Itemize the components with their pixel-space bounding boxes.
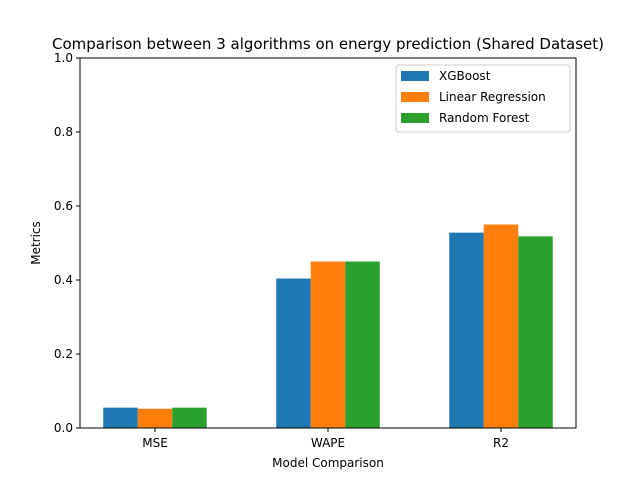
bar-mse-random-forest	[172, 407, 207, 428]
plot-area: 0.0 0.2 0.4 0.6 0.8 1.0 MSE WAPE R2	[54, 51, 577, 450]
legend-label-linear-regression: Linear Regression	[439, 90, 546, 104]
x-tick-label-wape: WAPE	[311, 436, 345, 450]
bar-wape-linear-regression	[310, 261, 346, 428]
y-tick-label: 0.8	[54, 125, 73, 139]
bar-r2-xgboost	[449, 232, 484, 428]
legend-swatch-xgboost	[401, 71, 429, 81]
x-tick-label-mse: MSE	[142, 436, 168, 450]
bars	[103, 224, 553, 428]
y-tick-label: 0.2	[54, 347, 73, 361]
legend: XGBoost Linear Regression Random Forest	[395, 64, 571, 133]
y-tick-label: 0.6	[54, 199, 73, 213]
x-tick-label-r2: R2	[493, 436, 509, 450]
bar-wape-random-forest	[345, 261, 380, 428]
legend-label-random-forest: Random Forest	[439, 111, 530, 125]
y-tick-label: 1.0	[54, 51, 73, 65]
legend-label-xgboost: XGBoost	[439, 69, 491, 83]
legend-box	[395, 64, 571, 133]
bar-r2-random-forest	[518, 236, 553, 428]
legend-swatch-linear-regression	[401, 92, 429, 102]
y-axis-ticks: 0.0 0.2 0.4 0.6 0.8 1.0	[54, 51, 80, 435]
bar-r2-linear-regression	[483, 224, 519, 428]
y-axis-label: Metrics	[29, 221, 43, 265]
chart-title: Comparison between 3 algorithms on energ…	[52, 35, 604, 53]
bar-mse-linear-regression	[137, 408, 173, 428]
y-tick-label: 0.0	[54, 421, 73, 435]
bar-wape-xgboost	[276, 278, 311, 428]
bar-mse-xgboost	[103, 407, 138, 428]
x-axis-label: Model Comparison	[272, 456, 384, 470]
x-axis-ticks: MSE WAPE R2	[142, 428, 509, 450]
legend-swatch-random-forest	[401, 113, 429, 123]
y-tick-label: 0.4	[54, 273, 73, 287]
